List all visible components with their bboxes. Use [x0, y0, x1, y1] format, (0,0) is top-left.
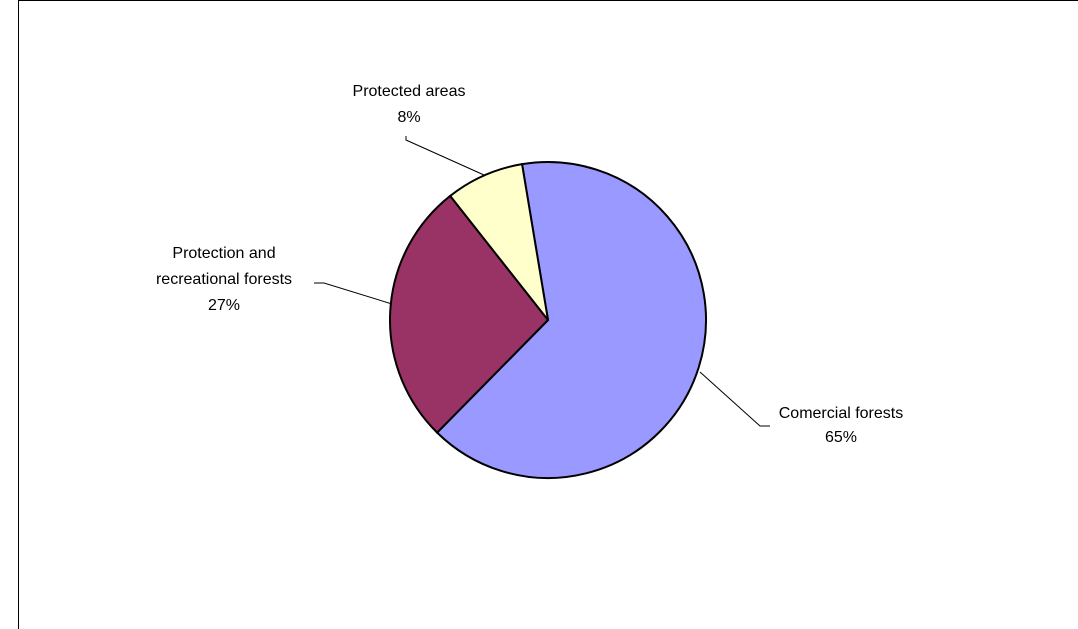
slice-value-comercial-forests: 65% — [825, 429, 857, 446]
leader-line-protected-areas — [405, 136, 485, 176]
slice-label-protected-areas: Protected areas — [353, 83, 466, 100]
slice-label-protection-recreational-line2: recreational forests — [156, 271, 292, 288]
pie-slice-comercial-forests — [435, 161, 707, 479]
leader-lines — [314, 136, 770, 427]
pie-slice-protection-recreational — [389, 194, 550, 435]
pie-slices — [389, 161, 707, 479]
slice-label-protection-recreational: Protection and — [172, 245, 275, 262]
leader-line-comercial-forests — [699, 371, 770, 427]
slice-label-comercial-forests: Comercial forests — [779, 405, 903, 422]
pie-slice-protected-areas — [448, 162, 549, 321]
slice-value-protection-recreational: 27% — [208, 297, 240, 314]
slice-value-protected-areas: 8% — [397, 109, 420, 126]
leader-line-protection-recreational — [314, 282, 393, 305]
